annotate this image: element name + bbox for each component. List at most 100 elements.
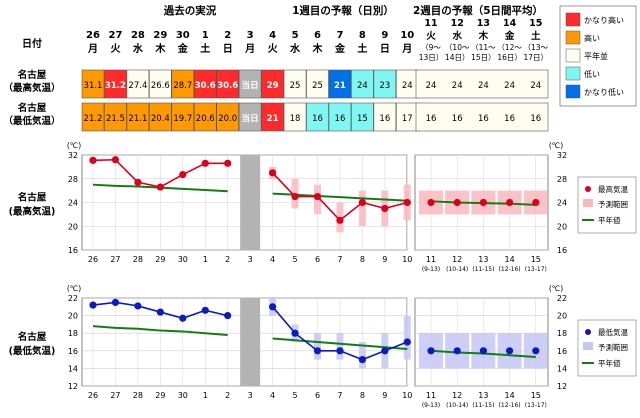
week2-point bbox=[453, 347, 461, 355]
min-temp-row-cell bbox=[306, 102, 329, 132]
x-tick-label: 5 bbox=[293, 255, 298, 264]
forecast-point bbox=[381, 347, 389, 355]
y-tick-label: 18 bbox=[68, 329, 78, 338]
forecast-point bbox=[403, 338, 411, 346]
max-temp-row-cell bbox=[306, 69, 329, 99]
max-temp-row-cell bbox=[283, 69, 307, 99]
observed-point bbox=[111, 156, 120, 164]
week2-weekday-label: 土 bbox=[531, 30, 541, 42]
max-temp-row-cell bbox=[149, 69, 172, 99]
y-tick-label-right: 24 bbox=[557, 199, 567, 208]
week2-x-tick-label: 11 bbox=[426, 391, 436, 400]
observed-point bbox=[179, 170, 187, 179]
chart-title-city: 名古屋 bbox=[18, 331, 47, 343]
min-temp-row-cell bbox=[261, 102, 284, 132]
week2-range-start: （9～ bbox=[421, 43, 441, 52]
max-temp-row-value: 29 bbox=[267, 81, 279, 91]
week2-range-end: 17日） bbox=[524, 53, 549, 62]
week2-point bbox=[427, 198, 435, 207]
y-tick-label: 16 bbox=[68, 246, 78, 255]
week2-x-range-label: (10-14) bbox=[446, 402, 468, 409]
y-tick-label: 12 bbox=[68, 382, 78, 391]
observed-point bbox=[224, 159, 232, 167]
x-tick-label: 28 bbox=[133, 391, 143, 400]
x-tick-label: 4 bbox=[270, 391, 275, 400]
day-number: 7 bbox=[336, 30, 343, 41]
week2-forecast-header: 2週目の予報（5日間平均） bbox=[413, 4, 543, 17]
week2-weekday-label: 金 bbox=[504, 30, 515, 42]
x-tick-label: 9 bbox=[382, 255, 387, 264]
min-temp-row-cell bbox=[328, 102, 352, 132]
today-bar bbox=[240, 155, 261, 250]
legend-series-label: 最低気温 bbox=[598, 327, 628, 337]
week2-point bbox=[532, 347, 540, 355]
observed-point bbox=[179, 314, 187, 322]
max-temp-row-value: 25 bbox=[312, 81, 323, 91]
max-temp-row-value: 25 bbox=[290, 81, 301, 91]
legend-point-swatch bbox=[585, 186, 591, 192]
forecast-point bbox=[358, 356, 366, 364]
y-tick-label-right: 16 bbox=[557, 246, 567, 255]
y-axis-unit-right: (℃) bbox=[549, 284, 563, 293]
forecast-point bbox=[381, 204, 389, 213]
forecast-point bbox=[403, 198, 411, 207]
legend-swatch bbox=[565, 84, 581, 99]
y-tick-label-right: 20 bbox=[557, 222, 567, 231]
x-tick-label: 28 bbox=[133, 255, 143, 264]
day-number: 2 bbox=[224, 30, 231, 41]
week2-range-start: （11～ bbox=[471, 43, 496, 52]
week2-min-row-value: 16 bbox=[504, 114, 515, 124]
y-tick-label: 32 bbox=[68, 151, 78, 160]
week2-max-row-frame bbox=[415, 69, 549, 99]
min-temp-row-value: 20.6 bbox=[196, 114, 215, 124]
weekday-label: 月 bbox=[87, 43, 98, 55]
chart-title-element: (最高気温) bbox=[9, 206, 56, 218]
legend-range-swatch bbox=[583, 342, 593, 350]
week2-max-row-value: 24 bbox=[426, 81, 437, 91]
week2-x-range-label: (13-17) bbox=[525, 402, 547, 409]
week2-x-tick-label: 14 bbox=[505, 391, 515, 400]
row-label-city: 名古屋 bbox=[18, 69, 47, 81]
legend-category-label: かなり低い bbox=[584, 87, 624, 97]
x-tick-label: 7 bbox=[337, 255, 342, 264]
x-tick-label: 7 bbox=[337, 391, 342, 400]
legend-range-label: 予測範囲 bbox=[598, 342, 628, 352]
min-temp-row-cell bbox=[216, 102, 239, 132]
date-column-label: 日付 bbox=[22, 37, 42, 50]
observed-point bbox=[89, 301, 97, 309]
min-temp-row-value: 16 bbox=[379, 114, 390, 124]
max-temp-row-value: 26.6 bbox=[151, 81, 170, 91]
forecast-point bbox=[313, 347, 322, 355]
weekday-label: 日 bbox=[380, 43, 390, 55]
week2-day-number: 11 bbox=[424, 18, 437, 29]
forecast-range-bar bbox=[403, 315, 411, 360]
legend-category-label: かなり高い bbox=[584, 15, 624, 25]
min-temp-row-cell bbox=[149, 102, 172, 132]
week2-x-tick-label: 13 bbox=[478, 391, 488, 400]
observed-point bbox=[89, 156, 97, 164]
max-temp-row-value: 23 bbox=[379, 81, 390, 91]
week2-range-end: 15日） bbox=[471, 53, 496, 62]
weekday-label: 水 bbox=[132, 42, 144, 55]
min-temp-row-value: 15 bbox=[357, 114, 368, 124]
max-temp-row-cell bbox=[104, 69, 127, 99]
week2-x-range-label: (11-15) bbox=[472, 402, 494, 409]
legend-series-label: 最高気温 bbox=[598, 184, 628, 194]
min-temp-row-value: 20.4 bbox=[151, 114, 170, 124]
week2-max-row-value: 24 bbox=[452, 81, 463, 91]
x-tick-label: 1 bbox=[203, 255, 208, 264]
weekday-label: 月 bbox=[401, 43, 412, 55]
day-number: 5 bbox=[292, 30, 299, 41]
max-temp-row-cell bbox=[216, 69, 239, 99]
week2-day-number: 15 bbox=[529, 18, 542, 29]
week2-x-range-label: (10-14) bbox=[446, 266, 468, 273]
x-tick-label: 3 bbox=[248, 391, 253, 400]
min-temp-row-value: 当日 bbox=[242, 113, 259, 124]
x-tick-label: 2 bbox=[225, 391, 230, 400]
day-number: 3 bbox=[247, 30, 254, 41]
x-tick-label: 27 bbox=[110, 255, 120, 264]
min-temp-row-value: 20.0 bbox=[218, 114, 237, 124]
week2-x-tick-label: 12 bbox=[452, 255, 462, 264]
